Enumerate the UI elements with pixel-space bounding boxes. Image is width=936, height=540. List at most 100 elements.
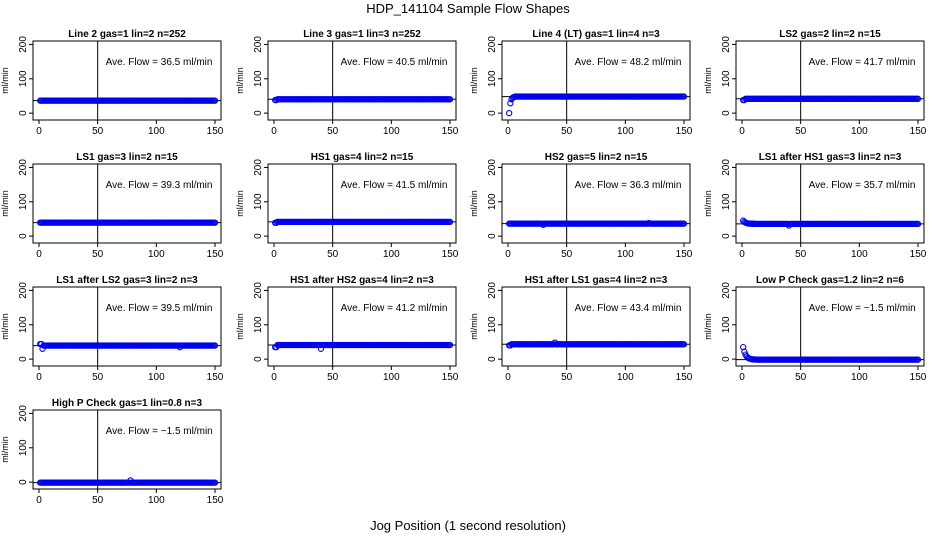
x-tick-label: 50 [92, 495, 104, 506]
y-tick-label: 0 [18, 233, 29, 239]
data-point [680, 341, 688, 348]
y-axis-label: ml/min [703, 67, 713, 94]
x-tick-label: 0 [739, 249, 745, 260]
y-tick-label: 0 [18, 356, 29, 362]
x-tick-label: 150 [676, 372, 693, 383]
x-tick-label: 150 [442, 249, 459, 260]
x-tick-label: 100 [851, 249, 868, 260]
y-tick-label: 100 [721, 316, 732, 333]
y-tick-label: 100 [253, 316, 264, 333]
data-point [914, 95, 922, 102]
y-tick-label: 200 [487, 159, 498, 176]
y-tick-label: 0 [253, 233, 264, 239]
plot-frame [501, 163, 691, 244]
x-tick-label: 100 [383, 372, 400, 383]
panel-1: Line 2 gas=1 lin=2 n=252 0 50 100 150 0 100 200… [0, 29, 224, 137]
plot-frame [735, 163, 925, 244]
y-axis-label: ml/min [703, 313, 713, 340]
x-tick-label: 100 [617, 372, 634, 383]
panel-4: LS2 gas=2 lin=2 n=15 0 50 100 150 0 100 200 ml/m… [703, 29, 927, 137]
data-point [506, 109, 513, 117]
x-tick-label: 100 [148, 249, 165, 260]
x-tick-label: 100 [383, 249, 400, 260]
x-axis-caption: Jog Position (1 second resolution) [370, 518, 566, 533]
y-axis-label: ml/min [703, 190, 713, 217]
panel-title: LS1 after LS2 gas=3 lin=2 n=3 [56, 275, 198, 286]
data-points [272, 218, 454, 226]
figure-title: HDP_141104 Sample Flow Shapes [366, 1, 570, 16]
y-axis-label: ml/min [0, 313, 10, 340]
x-tick-label: 0 [271, 126, 277, 137]
average-flow-annotation: Ave. Flow = 40.5 ml/min [341, 57, 448, 68]
y-tick-label: 0 [18, 110, 29, 116]
plot-frame [267, 163, 457, 244]
data-point [914, 356, 922, 363]
x-tick-label: 150 [207, 126, 224, 137]
panel-title: HS1 after HS2 gas=4 lin=2 n=3 [290, 275, 434, 286]
data-points [740, 217, 922, 229]
plot-frame [267, 40, 457, 121]
x-tick-label: 0 [739, 372, 745, 383]
panel-2: Line 3 gas=1 lin=3 n=252 0 50 100 150 0 100 200… [235, 29, 459, 137]
x-tick-label: 50 [92, 249, 104, 260]
panel-3: Line 4 (LT) gas=1 lin=4 n=3 0 50 100 150 0 100… [469, 29, 693, 137]
x-tick-label: 0 [271, 249, 277, 260]
panel-title: Line 3 gas=1 lin=3 n=252 [303, 29, 421, 40]
x-tick-label: 150 [442, 126, 459, 137]
x-tick-label: 150 [910, 372, 927, 383]
x-tick-label: 0 [36, 495, 42, 506]
y-tick-label: 200 [253, 36, 264, 53]
plot-frame [32, 163, 222, 244]
average-flow-annotation: Ave. Flow = 39.5 ml/min [106, 303, 213, 314]
x-tick-label: 50 [327, 372, 339, 383]
data-points [272, 341, 454, 352]
x-tick-label: 0 [505, 372, 511, 383]
y-tick-label: 100 [487, 316, 498, 333]
data-point [507, 100, 514, 107]
y-tick-label: 100 [18, 70, 29, 87]
y-axis-label: ml/min [469, 67, 479, 94]
average-flow-annotation: Ave. Flow = 43.4 ml/min [575, 303, 682, 314]
panel-title: LS1 gas=3 lin=2 n=15 [76, 152, 178, 163]
x-tick-label: 100 [851, 372, 868, 383]
y-axis-label: ml/min [235, 190, 245, 217]
plot-frame [267, 286, 457, 367]
average-flow-annotation: Ave. Flow = 41.5 ml/min [341, 180, 448, 191]
y-tick-label: 100 [721, 193, 732, 210]
plot-frame [501, 286, 691, 367]
y-tick-label: 200 [18, 159, 29, 176]
x-tick-label: 0 [505, 249, 511, 260]
y-tick-label: 0 [721, 233, 732, 239]
y-axis-label: ml/min [0, 190, 10, 217]
x-tick-label: 150 [207, 372, 224, 383]
x-tick-label: 0 [739, 126, 745, 137]
x-tick-label: 150 [910, 126, 927, 137]
y-tick-label: 200 [721, 282, 732, 299]
plot-frame [501, 40, 691, 121]
y-axis-label: ml/min [0, 436, 10, 463]
data-points [37, 477, 219, 486]
y-tick-label: 200 [721, 159, 732, 176]
panel-7: HS2 gas=5 lin=2 n=15 0 50 100 150 0 100 200 ml/m… [469, 152, 693, 260]
y-tick-label: 100 [721, 70, 732, 87]
data-points [506, 93, 688, 117]
y-axis-label: ml/min [469, 190, 479, 217]
plot-frame [735, 286, 925, 367]
plot-frame [32, 409, 222, 490]
data-point [446, 341, 454, 349]
panel-title: LS1 after HS1 gas=3 lin=2 n=3 [759, 152, 902, 163]
x-tick-label: 50 [795, 249, 807, 260]
average-flow-annotation: Ave. Flow = −1.5 ml/min [809, 303, 916, 314]
data-points [740, 343, 922, 363]
x-tick-label: 0 [271, 372, 277, 383]
x-tick-label: 0 [36, 249, 42, 260]
y-tick-label: 0 [721, 110, 732, 116]
y-tick-label: 0 [253, 356, 264, 362]
panel-title: High P Check gas=1 lin=0.8 n=3 [52, 398, 203, 409]
plot-frame [735, 40, 925, 121]
y-tick-label: 200 [487, 282, 498, 299]
x-tick-label: 0 [36, 372, 42, 383]
x-tick-label: 100 [148, 495, 165, 506]
plot-frame [32, 286, 222, 367]
